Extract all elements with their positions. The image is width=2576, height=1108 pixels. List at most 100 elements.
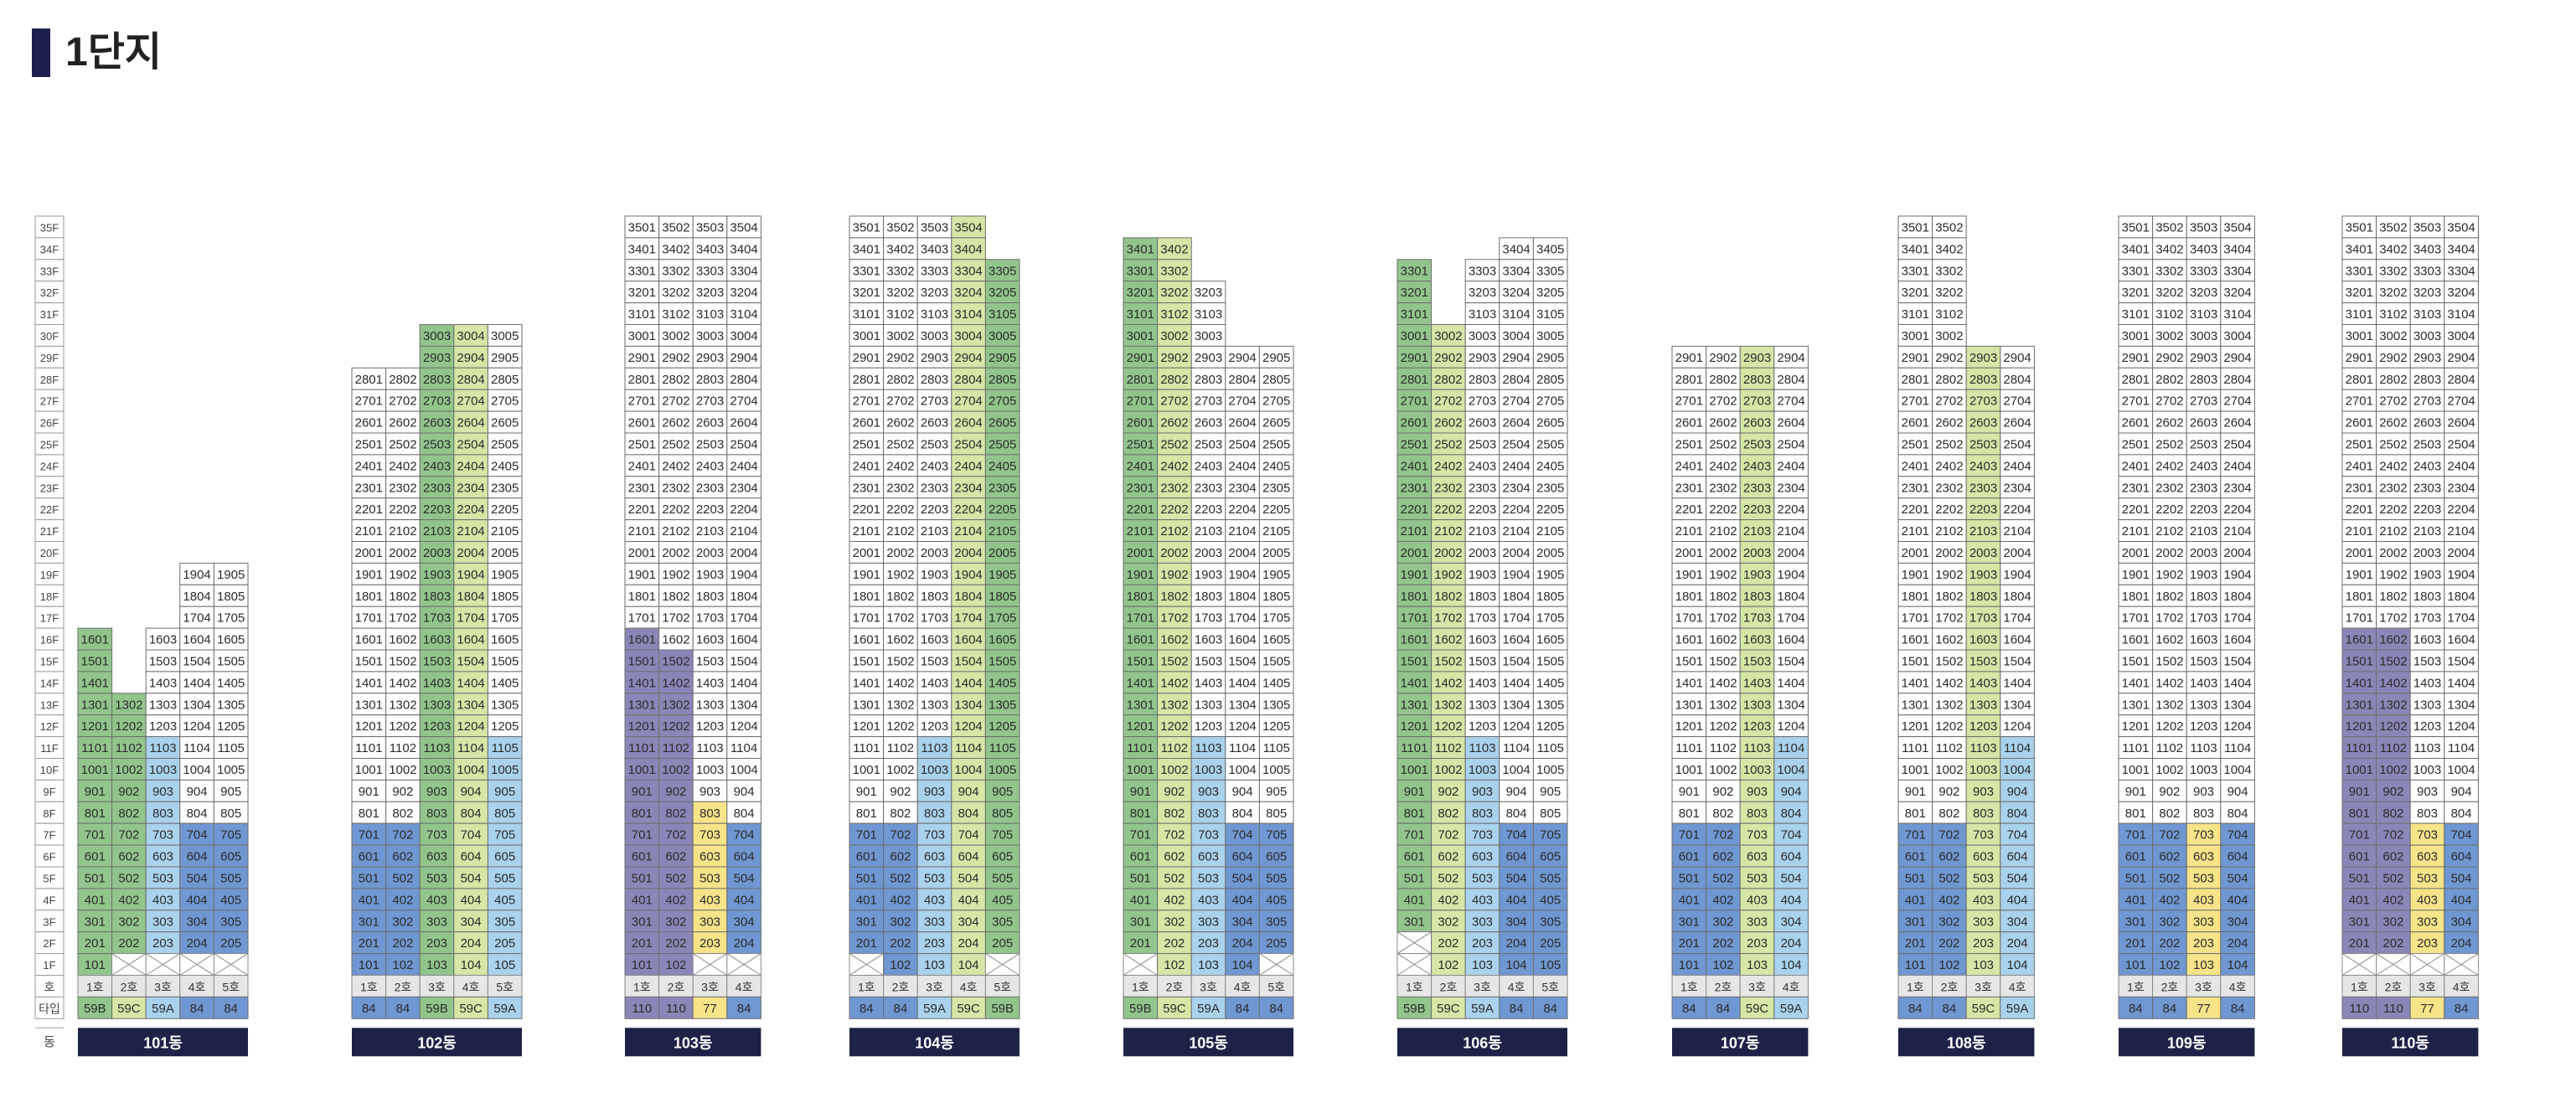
unit-number: 2105 bbox=[1536, 524, 1564, 539]
unit-number: 704 bbox=[2451, 828, 2472, 843]
unit-number: 604 bbox=[461, 850, 482, 864]
unit-number: 603 bbox=[1973, 850, 1994, 864]
unit-number: 801 bbox=[632, 807, 653, 821]
unit-number: 1305 bbox=[989, 698, 1016, 712]
unit-number: 1701 bbox=[853, 611, 880, 626]
unit-cell bbox=[213, 714, 249, 738]
unit-number: 1802 bbox=[389, 590, 416, 604]
unit-number: 701 bbox=[2125, 828, 2146, 843]
unit-number: 801 bbox=[359, 807, 379, 821]
unit-number: 1904 bbox=[954, 568, 982, 582]
unit-number: 1101 bbox=[628, 741, 655, 755]
unit-number: 1302 bbox=[1434, 698, 1462, 712]
unit-number: 2803 bbox=[1469, 373, 1496, 387]
unit-number: 602 bbox=[1938, 850, 1959, 864]
unit-number: 3302 bbox=[662, 264, 689, 278]
unit-number: 1501 bbox=[81, 654, 109, 668]
unit-number: 505 bbox=[1266, 871, 1287, 885]
unit-number: 3101 bbox=[2122, 307, 2150, 322]
unit-number: 1902 bbox=[2379, 568, 2407, 582]
type-value: 84 bbox=[860, 1002, 874, 1016]
unit-number: 2805 bbox=[1536, 373, 1564, 387]
unit-number: 403 bbox=[1198, 893, 1219, 907]
unit-number: 1201 bbox=[1675, 719, 1703, 734]
unit-number: 1602 bbox=[389, 633, 416, 647]
unit-number: 2102 bbox=[1935, 524, 1963, 539]
unit-number: 2303 bbox=[921, 481, 948, 495]
unit-number: 2304 bbox=[954, 481, 982, 495]
unit-number: 3001 bbox=[628, 329, 656, 343]
unit-number: 404 bbox=[187, 893, 208, 907]
unit-number: 3002 bbox=[662, 329, 689, 343]
unit-number: 1805 bbox=[491, 590, 519, 604]
unit-number: 2703 bbox=[696, 394, 724, 409]
unit-number: 1903 bbox=[1969, 568, 1997, 582]
unit-number: 3003 bbox=[2413, 329, 2441, 343]
unit-number: 1402 bbox=[1935, 676, 1963, 690]
unit-number: 2902 bbox=[2155, 351, 2183, 365]
unit-number: 1904 bbox=[1228, 568, 1256, 582]
unit-number: 3102 bbox=[1160, 307, 1188, 322]
unit-number: 2705 bbox=[989, 394, 1016, 409]
unit-number: 3202 bbox=[886, 286, 914, 300]
unit-number: 2205 bbox=[491, 502, 519, 517]
unit-number: 3503 bbox=[2190, 220, 2217, 234]
unit-number: 301 bbox=[1905, 915, 1926, 929]
unit-number: 2404 bbox=[2223, 459, 2251, 473]
unit-number: 3003 bbox=[696, 329, 724, 343]
unit-number: 703 bbox=[152, 828, 173, 843]
unit-number: 1803 bbox=[696, 590, 724, 604]
unit-number: 501 bbox=[359, 871, 379, 885]
unit-number: 204 bbox=[2228, 936, 2248, 951]
unit-number: 905 bbox=[992, 785, 1013, 799]
unit-number: 2704 bbox=[730, 394, 757, 409]
unit-number: 3204 bbox=[1502, 286, 1530, 300]
type-value: 84 bbox=[1269, 1002, 1283, 1016]
unit-number: 3504 bbox=[954, 220, 982, 234]
unit-number: 2804 bbox=[954, 373, 982, 387]
unit-number: 2804 bbox=[1502, 373, 1530, 387]
ho-value: 1호 bbox=[2127, 980, 2145, 993]
unit-number: 405 bbox=[992, 893, 1013, 907]
unit-number: 1403 bbox=[1743, 676, 1771, 690]
unit-number: 2702 bbox=[389, 394, 416, 409]
unit-number: 3201 bbox=[2346, 286, 2373, 300]
floor-label: 21F bbox=[40, 525, 59, 538]
unit-number: 2403 bbox=[1743, 459, 1771, 473]
floor-label: 14F bbox=[40, 677, 59, 689]
unit-number: 502 bbox=[118, 871, 139, 885]
unit-number: 103 bbox=[426, 958, 447, 972]
unit-number: 3002 bbox=[1434, 329, 1462, 343]
unit-number: 1002 bbox=[389, 763, 416, 777]
unit-number: 3104 bbox=[2223, 307, 2251, 322]
unit-number: 1201 bbox=[1902, 719, 1929, 734]
unit-number: 304 bbox=[958, 915, 979, 929]
unit-number: 2202 bbox=[2155, 502, 2183, 517]
unit-number: 901 bbox=[2349, 785, 2370, 799]
unit-number: 1303 bbox=[1469, 698, 1496, 712]
unit-number: 602 bbox=[2159, 850, 2180, 864]
unit-number: 2503 bbox=[1969, 437, 1997, 451]
unit-number: 2502 bbox=[1160, 437, 1188, 451]
unit-number: 1301 bbox=[2122, 698, 2150, 712]
unit-number: 403 bbox=[1747, 893, 1768, 907]
unit-number: 1802 bbox=[1434, 590, 1462, 604]
unit-number: 2502 bbox=[2155, 437, 2183, 451]
unit-number: 204 bbox=[734, 936, 755, 951]
unit-number: 2705 bbox=[1262, 394, 1290, 409]
unit-number: 101 bbox=[1679, 958, 1700, 972]
unit-number: 3302 bbox=[1935, 264, 1963, 278]
unit-number: 1802 bbox=[1160, 590, 1188, 604]
unit-number: 602 bbox=[1438, 850, 1458, 864]
unit-number: 2302 bbox=[1935, 481, 1963, 495]
unit-number: 1503 bbox=[921, 654, 948, 668]
unit-number: 802 bbox=[118, 807, 139, 821]
unit-number: 404 bbox=[734, 893, 755, 907]
unit-number: 2501 bbox=[628, 437, 656, 451]
floor-label: 4F bbox=[43, 894, 55, 906]
unit-number: 2801 bbox=[1675, 373, 1703, 387]
unit-number: 1603 bbox=[696, 633, 724, 647]
unit-number: 1401 bbox=[853, 676, 880, 690]
unit-number: 601 bbox=[2125, 850, 2146, 864]
unit-number: 805 bbox=[1266, 807, 1287, 821]
